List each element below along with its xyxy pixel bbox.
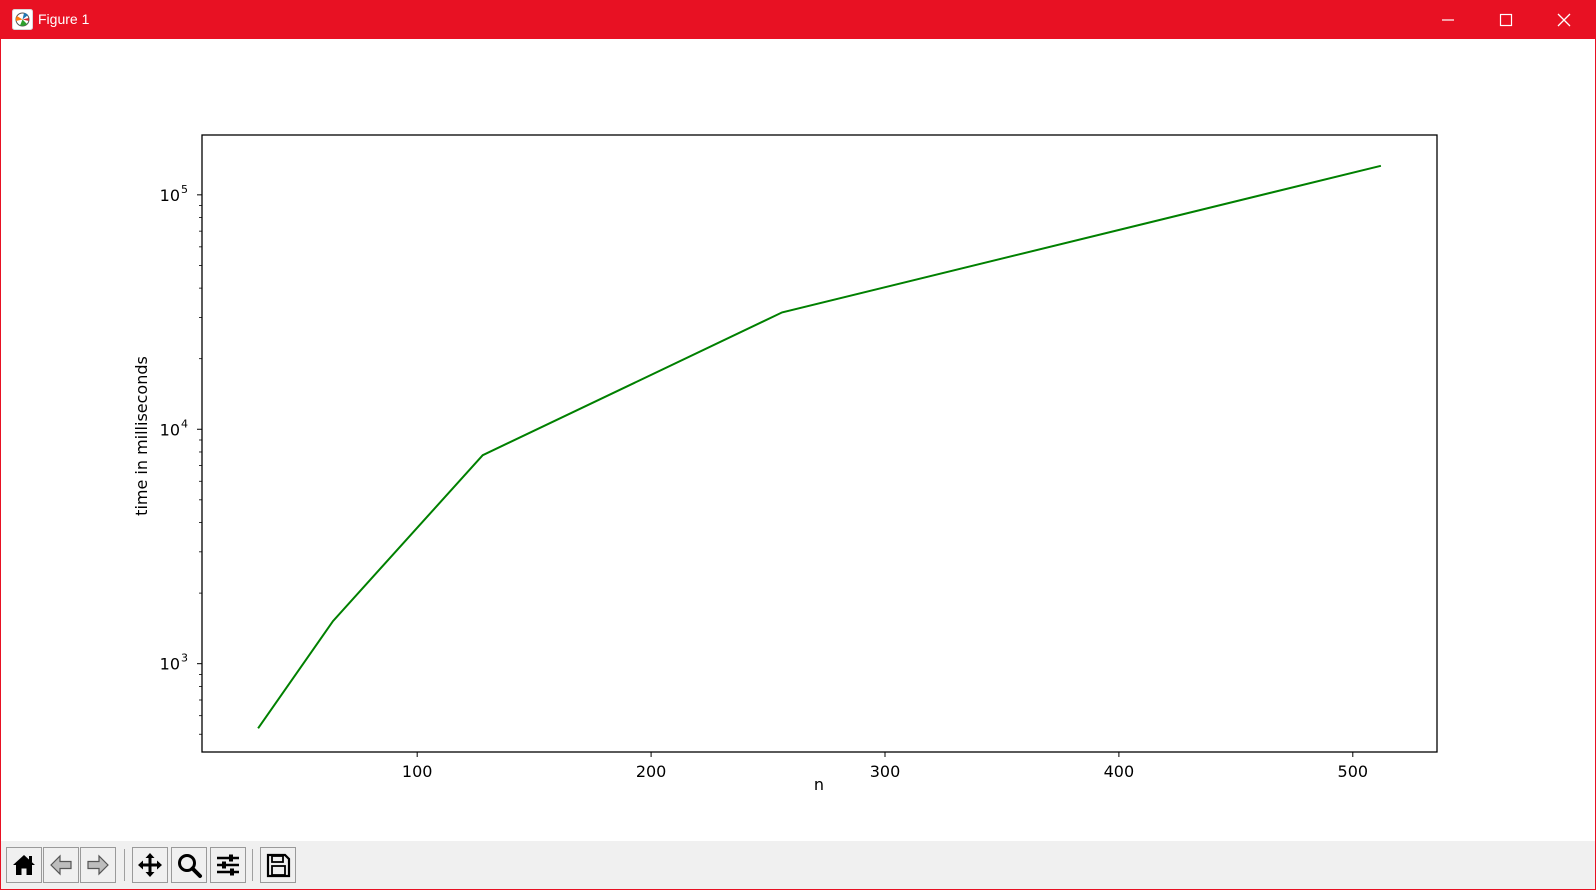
close-button[interactable] xyxy=(1535,1,1593,39)
arrow-left-icon xyxy=(50,854,72,876)
y-tick-exponent: 3 xyxy=(181,652,188,665)
y-axis-label: time in milliseconds xyxy=(132,356,151,516)
x-tick-label: 500 xyxy=(1338,762,1369,781)
forward-button[interactable] xyxy=(80,847,116,883)
x-tick-label: 400 xyxy=(1104,762,1135,781)
y-tick-exponent: 4 xyxy=(181,417,188,430)
maximize-button[interactable] xyxy=(1477,1,1535,39)
home-button[interactable] xyxy=(6,847,42,883)
minimize-button[interactable] xyxy=(1419,1,1477,39)
window-title: Figure 1 xyxy=(38,11,90,27)
sliders-icon xyxy=(217,854,239,876)
y-tick-label: 10 xyxy=(160,655,180,674)
toolbar-separator xyxy=(124,849,125,881)
close-icon xyxy=(1557,13,1571,27)
x-tick-label: 300 xyxy=(870,762,901,781)
home-icon xyxy=(13,855,35,875)
floppy-disk-icon xyxy=(266,853,291,878)
maximize-icon xyxy=(1499,13,1513,27)
series-line xyxy=(257,164,1382,729)
x-tick-label: 200 xyxy=(636,762,667,781)
y-tick-exponent: 5 xyxy=(181,183,188,196)
toolbar-separator xyxy=(252,849,253,881)
configure-subplots-button[interactable] xyxy=(210,847,246,883)
axes-frame xyxy=(201,134,1438,753)
move-icon xyxy=(138,853,162,877)
magnifier-icon xyxy=(178,854,202,878)
x-axis-label: n xyxy=(814,775,824,794)
navigation-toolbar xyxy=(1,841,1595,889)
y-tick-label: 10 xyxy=(160,186,180,205)
zoom-button[interactable] xyxy=(171,847,207,883)
figure-canvas[interactable]: 100 200 300 400 500 10 3 10 4 10 5 n time in milli… xyxy=(1,39,1595,841)
save-button[interactable] xyxy=(260,847,296,883)
y-tick-label: 10 xyxy=(160,420,180,439)
matplotlib-figure-icon xyxy=(12,9,33,30)
minimize-icon xyxy=(1442,19,1454,21)
x-tick-label: 100 xyxy=(402,762,433,781)
back-button[interactable] xyxy=(43,847,79,883)
pan-button[interactable] xyxy=(132,847,168,883)
title-bar[interactable]: Figure 1 xyxy=(1,1,1595,39)
arrow-right-icon xyxy=(87,854,109,876)
